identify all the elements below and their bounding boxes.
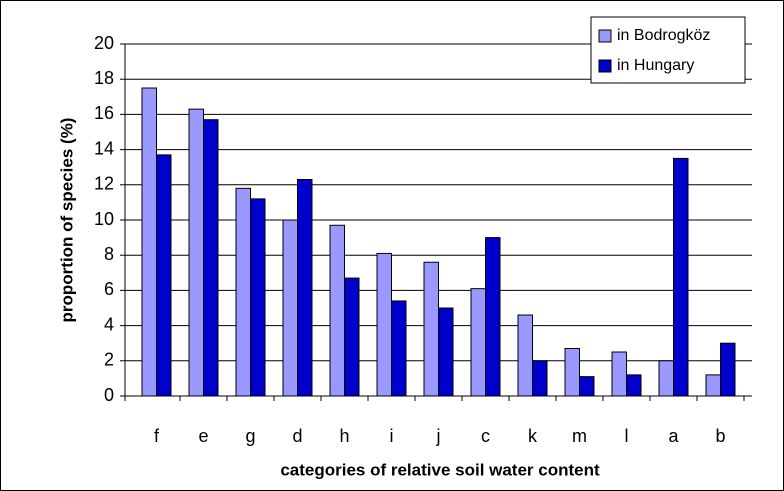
x-tick-label: i	[390, 426, 394, 446]
legend-label: in Bodrogköz	[617, 27, 710, 44]
bar	[391, 300, 407, 397]
y-tick-label: 16	[94, 103, 114, 123]
x-tick-label: b	[715, 426, 725, 446]
bar	[720, 342, 736, 397]
y-tick-label: 20	[94, 33, 114, 53]
bar	[705, 374, 721, 397]
x-tick-label: h	[339, 426, 349, 446]
bar	[564, 347, 580, 397]
x-tick-label: e	[198, 426, 208, 446]
bar	[532, 360, 548, 397]
y-axis-title: proportion of species (%)	[57, 118, 76, 323]
y-tick-label: 6	[104, 279, 114, 299]
bar	[329, 224, 345, 397]
bar	[282, 219, 298, 397]
bar	[658, 360, 674, 397]
bar	[250, 198, 266, 397]
y-tick-label: 4	[104, 314, 114, 334]
bar	[188, 108, 204, 397]
bar	[485, 237, 501, 397]
x-tick-label: c	[481, 426, 490, 446]
legend-label: in Hungary	[617, 57, 694, 74]
bar	[470, 288, 486, 397]
bar	[438, 307, 454, 397]
bar	[611, 351, 627, 397]
bar	[297, 179, 313, 397]
bar	[673, 157, 689, 397]
bar	[235, 187, 251, 397]
bar	[517, 314, 533, 397]
x-tick-label: f	[154, 426, 160, 446]
legend-box	[590, 16, 746, 84]
x-tick-label: a	[668, 426, 679, 446]
x-tick-label: d	[292, 426, 302, 446]
y-tick-label: 14	[94, 138, 114, 158]
x-tick-label: j	[436, 426, 441, 446]
bar	[141, 87, 157, 397]
legend-swatch	[598, 29, 612, 43]
bar	[423, 261, 439, 397]
bar	[626, 374, 642, 397]
y-tick-label: 2	[104, 350, 114, 370]
x-tick-label: l	[625, 426, 629, 446]
x-tick-label: k	[528, 426, 538, 446]
legend-swatch	[598, 59, 612, 73]
bar	[156, 154, 172, 397]
bar	[579, 376, 595, 397]
x-tick-label: g	[245, 426, 255, 446]
x-axis-title: categories of relative soil water conten…	[280, 460, 600, 479]
bar	[203, 119, 219, 397]
y-tick-label: 12	[94, 174, 114, 194]
bar	[344, 277, 360, 397]
y-tick-label: 10	[94, 209, 114, 229]
x-tick-label: m	[572, 426, 587, 446]
y-tick-label: 8	[104, 244, 114, 264]
y-tick-label: 0	[104, 385, 114, 405]
y-tick-label: 18	[94, 68, 114, 88]
bar	[376, 252, 392, 397]
